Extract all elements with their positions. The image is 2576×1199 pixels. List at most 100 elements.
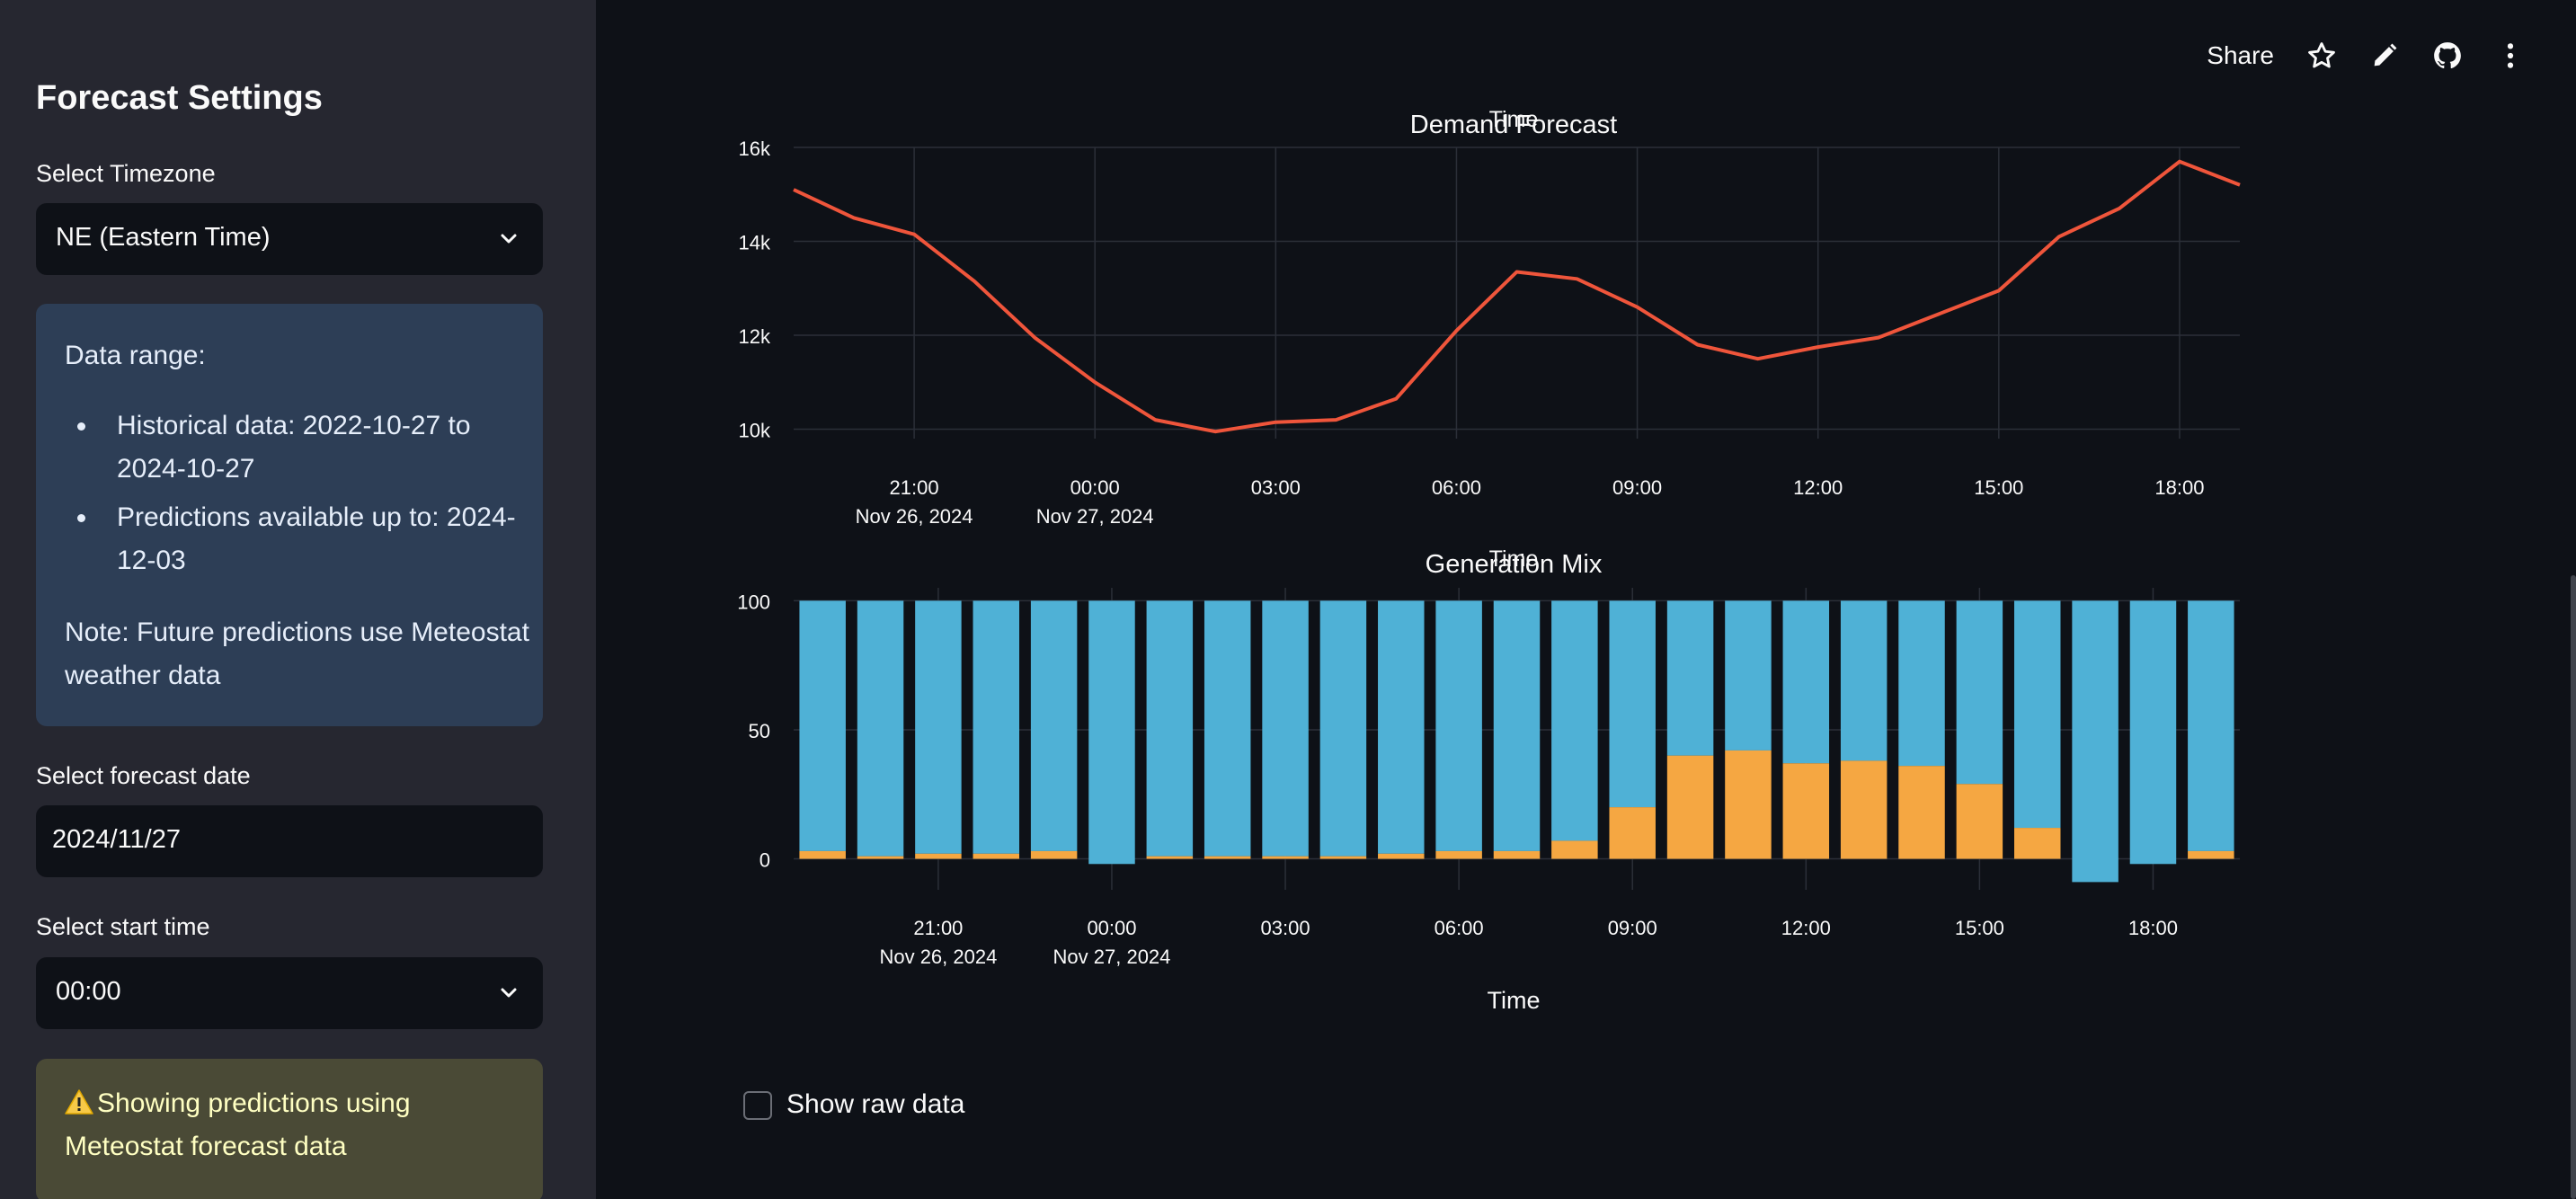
gen-bar-blue — [1030, 600, 1078, 851]
forecast-date-label: Select forecast date — [36, 762, 251, 789]
timezone-label: Select Timezone — [36, 160, 216, 187]
gen-x-tick-label: 03:00 — [1261, 917, 1310, 939]
gen-bar-blue — [1725, 600, 1772, 750]
gen-bar-blue — [1378, 600, 1425, 854]
demand-x-tick-date: Nov 26, 2024 — [856, 505, 973, 528]
pencil-icon[interactable] — [2369, 40, 2400, 71]
gen-bar-orange — [1666, 755, 1714, 859]
demand-x-tick-label: 00:00 — [1070, 476, 1120, 499]
show-raw-data-checkbox[interactable] — [743, 1091, 772, 1120]
gen-bar-blue — [857, 600, 904, 857]
demand-chart-title: Demand Forecast — [1410, 111, 1618, 139]
demand-y-tick-label: 10k — [739, 420, 771, 442]
demand-x-tick-date: Nov 27, 2024 — [1036, 505, 1154, 528]
demand-y-tick-label: 12k — [739, 325, 771, 348]
sidebar: Forecast Settings Select Timezone NE (Ea… — [0, 0, 596, 1199]
scrollbar[interactable] — [2571, 575, 2576, 1199]
start-time-value: 00:00 — [56, 977, 121, 1006]
gen-bar-orange — [1435, 850, 1482, 859]
demand-x-tick-label: 12:00 — [1793, 476, 1843, 499]
demand-x-tick-label: 06:00 — [1432, 476, 1481, 499]
demand-y-tick-label: 14k — [739, 232, 771, 254]
demand-y-tick-label: 16k — [739, 138, 771, 160]
gen-bar-blue — [1146, 600, 1194, 857]
gen-bar-orange — [1956, 784, 2003, 859]
generation-mix-chart: Generation Mix Time 0 50 100 21:00 Nov 26, … — [737, 546, 2240, 1014]
gen-x-tick-label: 09:00 — [1608, 917, 1657, 939]
gen-bar-orange — [799, 850, 846, 859]
gen-bar-blue — [1898, 600, 1945, 767]
gen-bar-orange — [1030, 850, 1078, 859]
forecast-date-input[interactable]: 2024/11/27 — [36, 805, 543, 877]
demand-x-tick-label: 03:00 — [1251, 476, 1301, 499]
gen-bar-orange — [1782, 763, 1830, 859]
gen-y-tick-label: 100 — [737, 591, 770, 613]
gen-chart-title: Generation Mix — [1426, 550, 1603, 579]
info-item-historical: Historical data: 2022-10-27 to 2024-10-2… — [65, 404, 532, 491]
gen-bar-orange — [1378, 853, 1425, 859]
gen-y-tick-label: 0 — [759, 849, 770, 872]
gen-overlay-label: Time — [1489, 546, 1539, 572]
more-vertical-icon[interactable] — [2495, 40, 2526, 71]
gen-x-axis-title: Time — [1488, 987, 1541, 1014]
share-button[interactable]: Share — [2207, 41, 2274, 69]
gen-bar-orange — [915, 853, 962, 859]
gen-bar-orange — [2013, 828, 2061, 859]
gen-bar-orange — [973, 853, 1020, 859]
info-heading: Data range: — [65, 341, 206, 370]
gen-bar-blue — [2072, 600, 2119, 883]
start-time-select[interactable]: 00:00 — [36, 957, 543, 1029]
data-range-info: Data range: Historical data: 2022-10-27 … — [36, 304, 543, 726]
gen-bar-blue — [1204, 600, 1251, 857]
gen-bar-blue — [1435, 600, 1482, 851]
show-raw-data-label[interactable]: Show raw data — [786, 1089, 965, 1119]
gen-bar-blue — [1840, 600, 1888, 761]
forecast-date-value: 2024/11/27 — [52, 825, 181, 854]
sidebar-title: Forecast Settings — [36, 79, 323, 117]
info-list: Historical data: 2022-10-27 to 2024-10-2… — [65, 404, 532, 582]
gen-bar-blue — [1319, 600, 1367, 857]
gen-x-tick-label: 12:00 — [1781, 917, 1831, 939]
gen-bar-blue — [1493, 600, 1541, 851]
info-note: Note: Future predictions use Meteostat w… — [65, 617, 529, 690]
gen-bar-blue — [1551, 600, 1598, 841]
gen-bar-blue — [1088, 600, 1135, 865]
gen-bar-blue — [915, 600, 962, 854]
gen-bar-orange — [1146, 856, 1194, 859]
gen-y-tick-label: 50 — [749, 720, 770, 742]
gen-bar-blue — [2129, 600, 2177, 865]
timezone-select[interactable]: NE (Eastern Time) — [36, 203, 543, 275]
gen-x-tick-label: 00:00 — [1087, 917, 1136, 939]
timezone-value: NE (Eastern Time) — [56, 223, 271, 252]
gen-x-tick-label: 21:00 — [913, 917, 963, 939]
gen-bar-orange — [1493, 850, 1541, 859]
gen-bar-orange — [1725, 750, 1772, 859]
gen-x-tick-label: 15:00 — [1955, 917, 2004, 939]
warning-icon — [65, 1089, 93, 1115]
warning-text: Showing predictions using Meteostat fore… — [65, 1088, 411, 1161]
star-icon[interactable] — [2306, 40, 2337, 71]
gen-bar-orange — [1204, 856, 1251, 859]
demand-x-tick-label: 09:00 — [1612, 476, 1662, 499]
gen-bar-orange — [857, 856, 904, 859]
gen-x-tick-label: 18:00 — [2128, 917, 2178, 939]
gen-bar-blue — [799, 600, 846, 851]
demand-forecast-chart: Demand Forecast Time 10k 12k 14k 16k 21:00 N… — [739, 107, 2241, 528]
start-time-label: Select start time — [36, 913, 210, 940]
gen-bar-orange — [1609, 807, 1656, 859]
warning-alert: Showing predictions using Meteostat fore… — [36, 1059, 543, 1199]
gen-bar-orange — [1262, 856, 1309, 859]
main-content: Share Demand Forecast Time 10k 12k 14k 16k … — [596, 0, 2576, 1199]
gen-bar-orange — [1319, 856, 1367, 859]
gen-bar-orange — [1898, 766, 1945, 859]
info-item-predictions: Predictions available up to: 2024-12-03 — [65, 496, 532, 582]
gen-bar-orange — [2188, 850, 2234, 859]
github-icon[interactable] — [2432, 40, 2463, 71]
demand-x-tick-label: 15:00 — [1974, 476, 2023, 499]
gen-bar-blue — [1956, 600, 2003, 785]
gen-bar-blue — [2188, 600, 2234, 851]
gen-bar-orange — [1840, 760, 1888, 859]
gen-bar-blue — [1782, 600, 1830, 764]
chevron-down-icon — [501, 988, 517, 998]
gen-bar-blue — [1609, 600, 1656, 808]
